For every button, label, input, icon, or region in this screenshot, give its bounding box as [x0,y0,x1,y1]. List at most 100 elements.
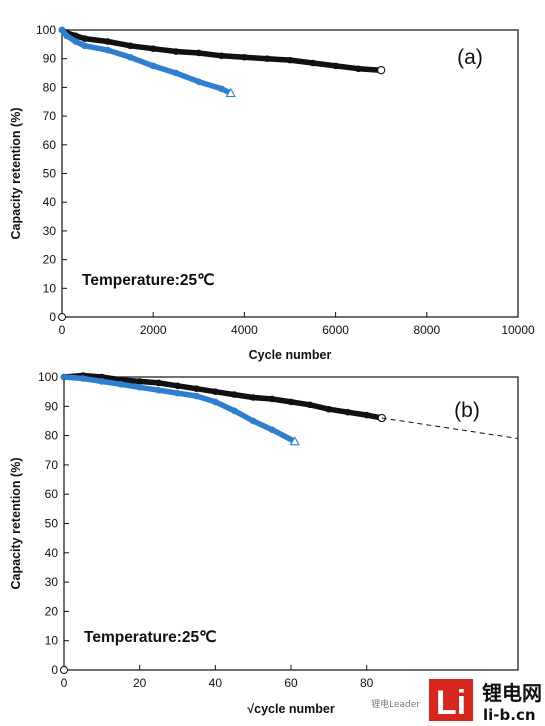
x-tick-label: 4000 [231,323,258,337]
y-tick-label: 50 [45,517,59,531]
blue-series-point [136,383,143,391]
black-series-point [195,49,203,57]
black-series-point [193,385,200,393]
y-tick-label: 70 [45,458,59,472]
y-axis-label: Capacity retention (%) [9,458,23,590]
black-series-point [263,55,271,62]
y-tick-label: 0 [51,663,58,677]
x-tick-label: 8000 [413,323,440,337]
x-tick-label: 10000 [501,323,535,337]
black-series-point [286,56,294,64]
blue-series-point [60,373,68,381]
black-series-point [155,379,162,387]
y-tick-label: 90 [43,52,57,66]
blue-series-point [72,38,79,45]
black-series-point [149,45,157,52]
black-series-point [174,382,181,390]
origin-marker [60,666,68,674]
y-tick-label: 50 [43,167,57,181]
y-tick-label: 80 [43,80,57,94]
y-tick-label: 80 [45,429,59,443]
black-series-point [172,48,180,55]
blue-series-point [218,85,225,93]
y-tick-label: 30 [45,575,59,589]
plot-frame [63,376,519,671]
black-series-point [287,398,295,406]
x-tick-label: 6000 [322,323,349,337]
blue-series-point [230,407,238,414]
blue-series-end-marker [289,436,300,446]
y-tick-label: 100 [36,23,56,37]
blue-series-point [174,389,181,397]
blue-series-point [104,46,111,54]
black-series-point [136,378,143,385]
blue-series-point [195,78,203,85]
black-series-point [127,42,134,50]
watermark-brand-url: li-b.cn [483,706,536,724]
blue-series-point [79,375,87,382]
black-series-point [344,408,352,416]
y-tick-label: 60 [45,487,59,501]
chart-panel-b: 0 10 20 30 40 50 60 70 80 90 100 0 20 40 60 80 √cycle nu… [9,370,519,716]
panel-label: (a) [457,46,483,69]
origin-marker [58,313,66,321]
x-tick-label: 40 [209,676,223,690]
y-tick-label: 40 [43,195,57,209]
blue-series-point [58,26,66,34]
y-tick-label: 20 [45,604,59,618]
black-series-end-marker [377,66,386,75]
blue-series-point [249,417,257,425]
x-tick-label: 0 [61,676,68,690]
blue-series-point [127,53,134,61]
blue-series-point [212,398,219,406]
blue-series-point [155,386,162,394]
y-tick-label: 90 [45,399,59,413]
black-series-point [104,38,111,45]
x-tick-label: 80 [360,676,374,690]
black-series-point [332,62,339,70]
y-tick-label: 30 [43,224,57,238]
temperature-annotation: Temperature:25℃ [82,272,215,289]
black-series-point [212,388,219,395]
y-axis-label: Capacity retention (%) [9,108,23,240]
chart-panel-a: 0 10 20 30 40 50 60 70 80 90 100 0 2000 4000 6000 8000 1… [9,23,535,362]
y-tick-label: 20 [43,253,57,267]
black-series-point [268,395,276,403]
blue-series-point [268,426,276,434]
black-series-point [230,391,238,398]
x-tick-label: 0 [59,323,66,337]
black-series-point [306,401,314,409]
black-series-point [363,411,370,419]
blue-series-point [81,42,89,50]
x-tick-label: 2000 [140,323,167,337]
watermark-logo-text: Li [436,684,466,722]
blue-series-point [149,62,157,70]
x-axis-label: √cycle number [247,702,335,716]
black-series-point [309,59,317,67]
watermark-logo-box [429,679,473,721]
blue-series-point [172,69,180,77]
blue-series-point [98,378,106,385]
panel-label: (b) [454,399,480,422]
watermark-small-text: 锂电Leader [371,698,420,710]
blue-series-end-marker [225,87,236,98]
y-tick-label: 60 [43,138,57,152]
blue-series-point [193,392,200,400]
y-tick-label: 100 [38,370,58,384]
black-series-point [355,65,362,73]
y-tick-label: 40 [45,546,59,560]
x-axis-label: Cycle number [249,348,332,362]
black-series-point [249,394,257,401]
x-tick-label: 20 [133,676,147,690]
y-tick-label: 70 [43,109,57,123]
black-series-point [325,405,333,413]
black-series-point [81,35,89,42]
black-series-point [241,53,248,61]
blue-series-point [63,32,70,40]
temperature-annotation: Temperature:25℃ [84,629,217,646]
x-tick-label: 60 [284,676,298,690]
blue-series-point [117,381,125,388]
extrapolation-line [381,417,519,439]
y-tick-label: 10 [45,634,59,648]
